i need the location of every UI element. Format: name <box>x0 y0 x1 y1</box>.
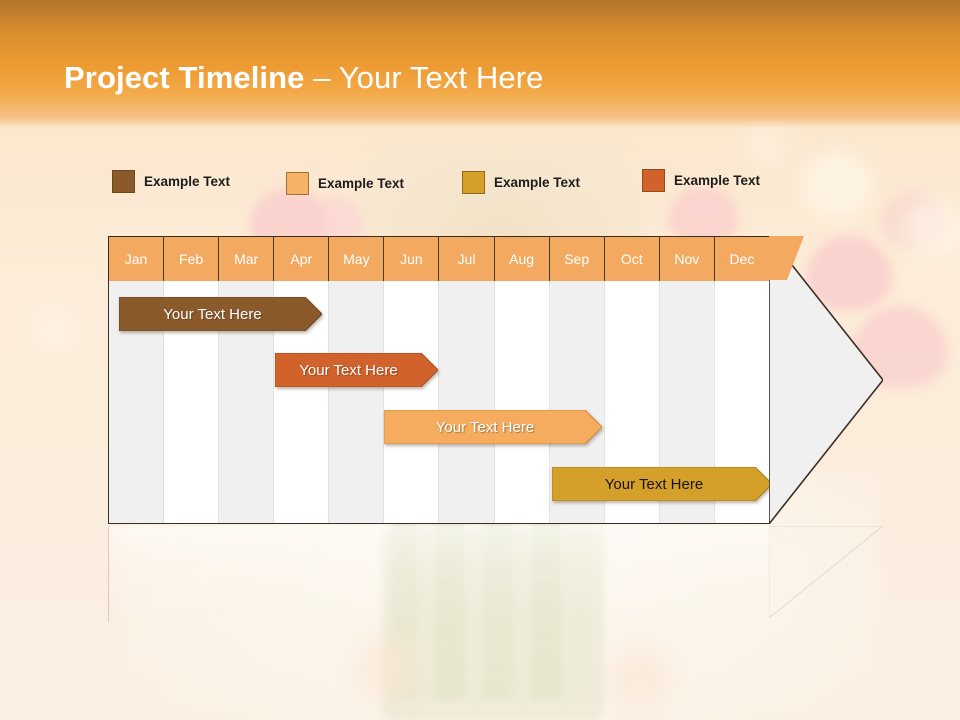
task-bar-arrow-shape <box>275 353 438 387</box>
month-cell-nov[interactable]: Nov <box>659 237 715 281</box>
month-cell-jun[interactable]: Jun <box>384 237 440 281</box>
legend: Example Text Example Text Example Text E… <box>112 168 912 196</box>
grid-column <box>219 237 275 523</box>
month-label: Jun <box>400 251 423 267</box>
legend-label: Example Text <box>318 176 405 191</box>
month-cell-dec[interactable]: Dec <box>714 237 769 281</box>
bokeh-circle <box>25 300 85 358</box>
page-title-light: – Your Text Here <box>304 60 544 95</box>
month-label: Aug <box>509 251 535 267</box>
task-bar-label: Your Text Here <box>435 418 535 436</box>
month-label: Oct <box>620 251 643 267</box>
task-bar-2[interactable]: Your Text Here <box>275 353 438 387</box>
task-bar-label: Your Text Here <box>299 361 398 379</box>
month-label: Mar <box>234 251 259 267</box>
legend-swatch-icon <box>286 172 309 195</box>
month-label: Nov <box>674 251 700 267</box>
tulip-icon <box>668 186 738 244</box>
month-label: Jan <box>124 251 148 267</box>
month-cell-jul[interactable]: Jul <box>439 237 495 281</box>
month-cell-mar[interactable]: Mar <box>219 237 275 281</box>
month-label: Feb <box>179 251 204 267</box>
month-cell-jan[interactable]: Jan <box>109 237 165 281</box>
task-bar-1[interactable]: Your Text Here <box>119 297 322 331</box>
header-band <box>0 0 960 128</box>
month-label: Dec <box>729 251 755 267</box>
month-cell-aug[interactable]: Aug <box>494 237 550 281</box>
grid-column <box>164 237 220 523</box>
background-hand-right <box>594 632 686 720</box>
task-bar-arrow-shape <box>384 410 602 444</box>
month-cell-may[interactable]: May <box>329 237 385 281</box>
month-label: Jul <box>457 251 476 267</box>
legend-swatch-icon <box>112 170 135 193</box>
grid-column <box>439 237 495 523</box>
legend-label: Example Text <box>494 175 581 190</box>
task-bar-arrow-shape <box>552 467 772 501</box>
page-title: Project Timeline – Your Text Here <box>64 60 543 96</box>
legend-item-3[interactable]: Example Text <box>462 171 580 194</box>
tulip-icon <box>806 236 892 310</box>
month-cell-apr[interactable]: Apr <box>274 237 330 281</box>
month-label: May <box>343 251 370 267</box>
legend-item-1[interactable]: Example Text <box>112 170 230 193</box>
month-label: Apr <box>290 251 313 267</box>
bokeh-circle <box>800 150 874 220</box>
bokeh-circle <box>905 200 960 260</box>
task-bar-arrow-shape <box>119 297 322 331</box>
grid-column <box>494 237 550 523</box>
grid-column <box>109 237 165 523</box>
bokeh-circle <box>742 122 790 168</box>
legend-label: Example Text <box>674 173 761 188</box>
month-label: Sep <box>564 251 590 267</box>
background-hand-left <box>342 620 438 716</box>
month-cell-oct[interactable]: Oct <box>604 237 660 281</box>
task-bar-label: Your Text Here <box>163 305 262 323</box>
legend-label: Example Text <box>144 174 231 189</box>
month-header-row: Jan Feb Mar Apr May Jun Jul Aug Sep Oct … <box>109 237 769 281</box>
legend-swatch-icon <box>462 171 485 194</box>
page-title-strong: Project Timeline <box>64 60 305 95</box>
legend-item-2[interactable]: Example Text <box>286 172 404 195</box>
task-bar-label: Your Text Here <box>604 475 704 493</box>
task-bar-4[interactable]: Your Text Here <box>552 467 772 501</box>
legend-swatch-icon <box>642 169 665 192</box>
month-cell-feb[interactable]: Feb <box>164 237 220 281</box>
timeline-arrowhead-icon <box>769 236 883 524</box>
month-cell-sep[interactable]: Sep <box>549 237 605 281</box>
timeline-arrowhead-svg <box>769 236 883 524</box>
timeline-chart: Jan Feb Mar Apr May Jun Jul Aug Sep Oct … <box>108 236 772 524</box>
legend-item-4[interactable]: Example Text <box>642 169 760 192</box>
task-bar-3[interactable]: Your Text Here <box>384 410 602 444</box>
